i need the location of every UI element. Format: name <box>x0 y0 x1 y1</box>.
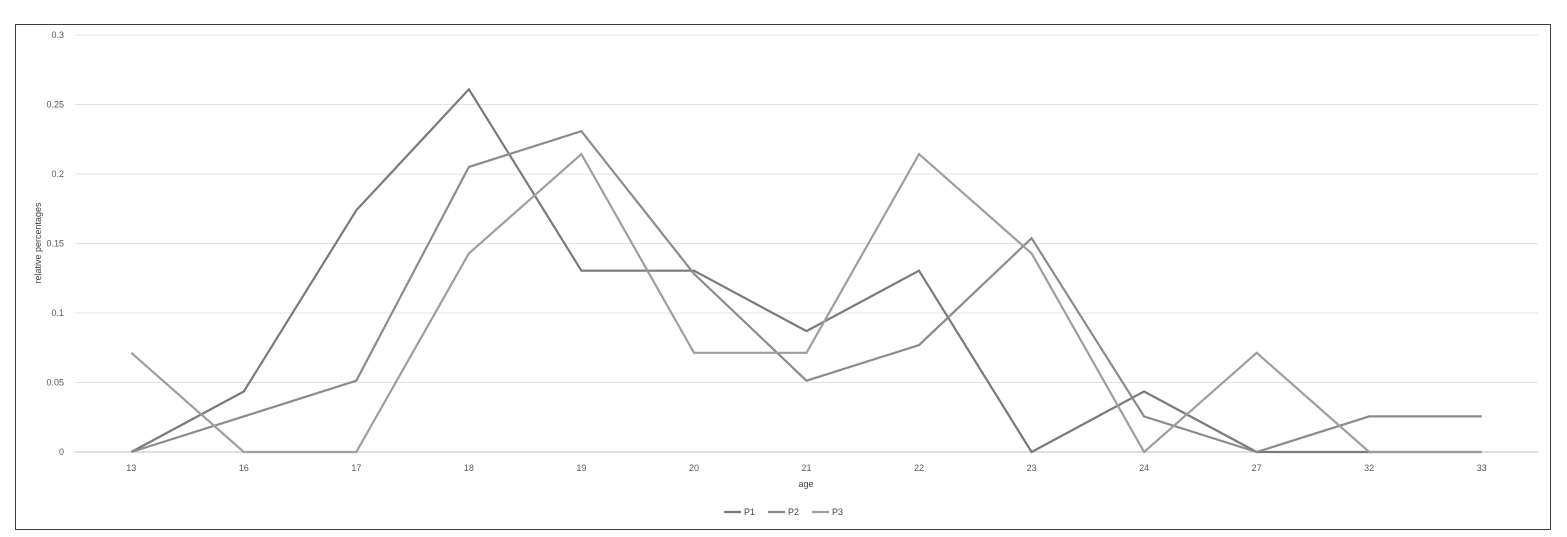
y-tick-label: 0.25 <box>46 100 64 110</box>
series-line-p1 <box>130 87 1482 454</box>
x-axis-title: age <box>798 479 813 489</box>
y-tick-label: 0 <box>59 447 64 457</box>
y-axis-ticks: 0 0.05 0.1 0.15 0.2 0.25 0.3 <box>46 30 64 457</box>
legend-label-p1: P1 <box>744 507 755 517</box>
series-line-p2 <box>130 129 1482 454</box>
x-tick-label: 17 <box>351 463 361 473</box>
legend: P1 P2 P3 <box>724 507 843 517</box>
x-tick-label: 32 <box>1364 463 1374 473</box>
series-lines <box>130 87 1482 454</box>
y-axis-title: relative percentages <box>33 202 43 284</box>
x-tick-label: 13 <box>126 463 136 473</box>
x-tick-label: 22 <box>914 463 924 473</box>
x-tick-label: 20 <box>689 463 699 473</box>
x-tick-label: 18 <box>464 463 474 473</box>
x-tick-label: 23 <box>1027 463 1037 473</box>
x-axis-ticks: 13 16 17 18 19 20 21 22 23 24 27 32 33 <box>126 463 1486 473</box>
legend-label-p3: P3 <box>832 507 843 517</box>
x-tick-label: 27 <box>1252 463 1262 473</box>
y-tick-label: 0.3 <box>51 30 64 40</box>
gridlines <box>75 34 1538 453</box>
chart-frame <box>15 24 1551 530</box>
x-tick-label: 33 <box>1477 463 1487 473</box>
y-tick-label: 0.15 <box>46 239 64 249</box>
y-tick-label: 0.2 <box>51 169 64 179</box>
x-tick-label: 21 <box>801 463 811 473</box>
series-line-p3 <box>130 152 1482 454</box>
x-tick-label: 19 <box>576 463 586 473</box>
legend-label-p2: P2 <box>788 507 799 517</box>
x-tick-label: 16 <box>239 463 249 473</box>
y-tick-label: 0.1 <box>51 308 64 318</box>
y-tick-label: 0.05 <box>46 378 64 388</box>
x-tick-label: 24 <box>1139 463 1149 473</box>
